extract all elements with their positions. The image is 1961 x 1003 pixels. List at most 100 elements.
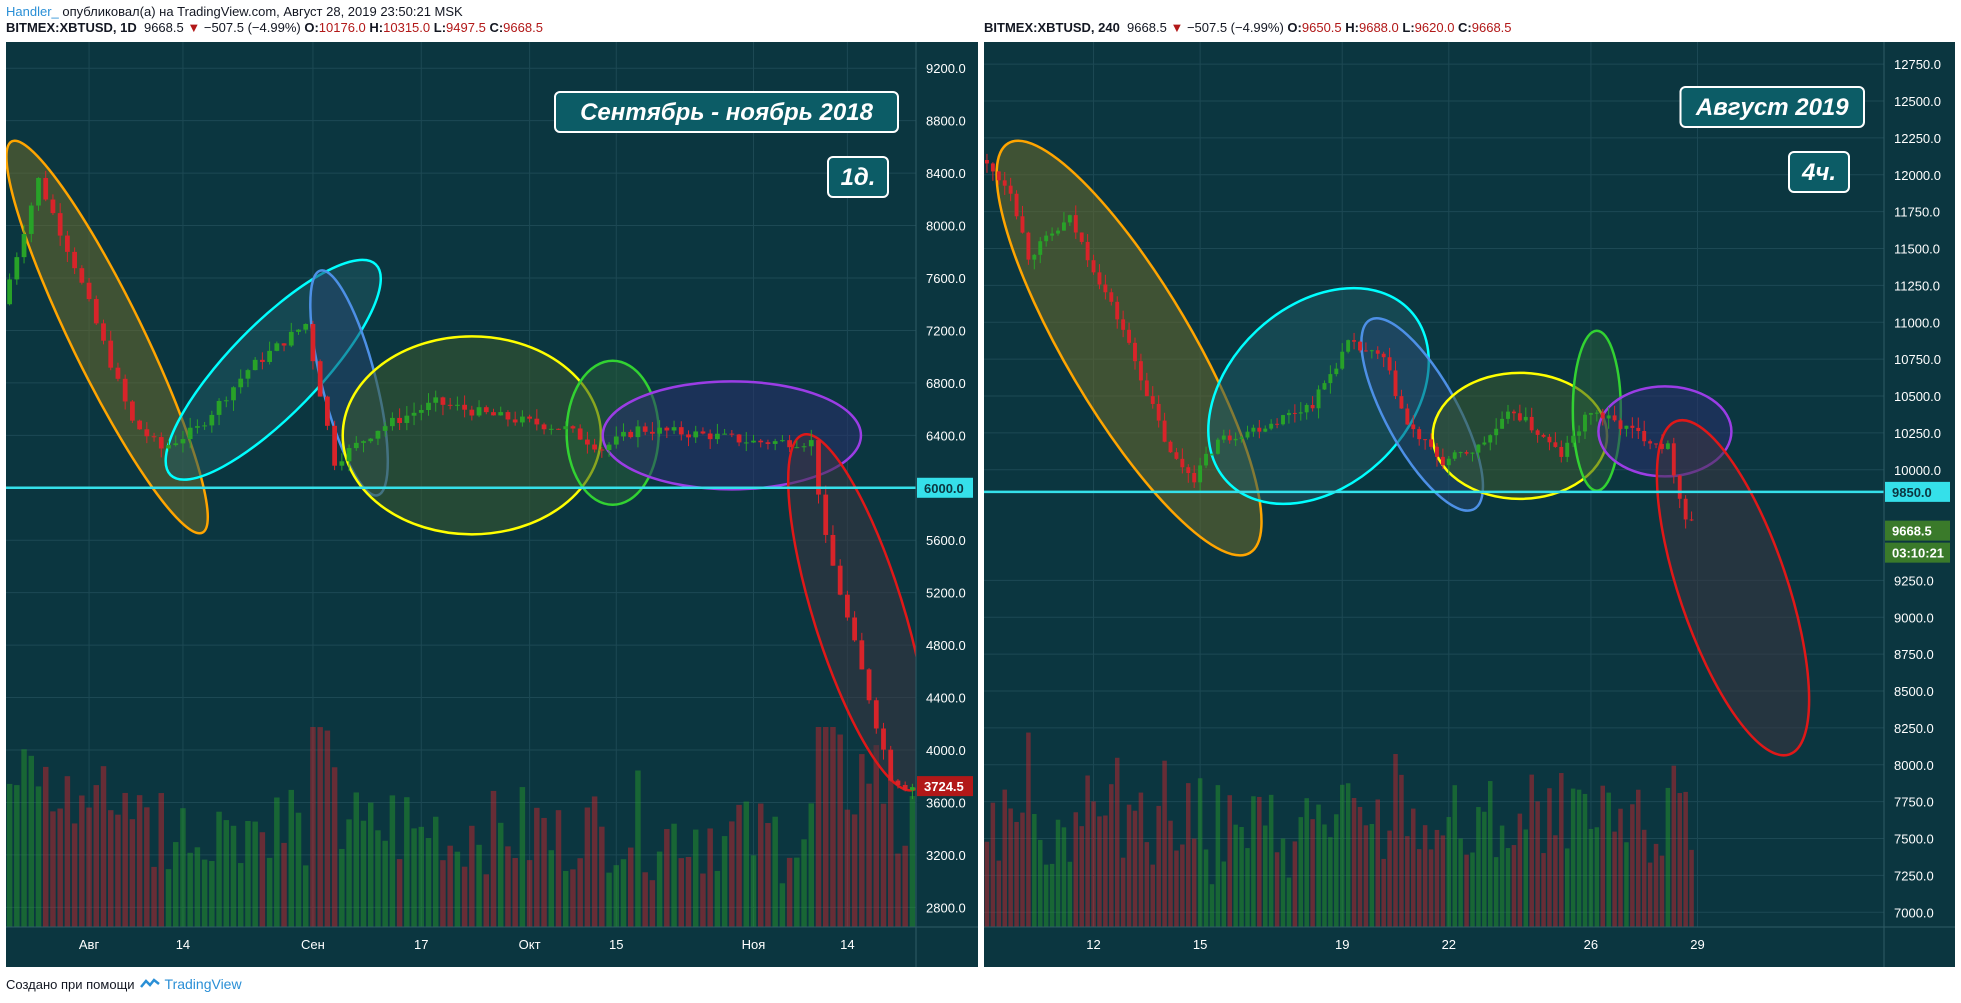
candle-body <box>93 299 99 324</box>
candle-body <box>325 396 330 426</box>
volume-bar <box>1257 796 1262 927</box>
author-link[interactable]: Handler_ <box>6 4 59 19</box>
volume-bar <box>1547 788 1552 927</box>
volume-bar <box>223 820 230 927</box>
x-tick-label: 14 <box>840 937 854 952</box>
candle-body <box>1423 439 1428 441</box>
candle-body <box>1026 232 1031 260</box>
volume-bar <box>851 814 858 927</box>
y-tick-label: 10250.0 <box>1894 426 1941 441</box>
tradingview-brand-link[interactable]: TradingView <box>164 976 242 992</box>
candle-body <box>707 433 713 440</box>
candle-body <box>1689 519 1694 521</box>
volume-bar <box>216 811 222 927</box>
volume-bar <box>1339 784 1345 927</box>
volume-bar <box>230 825 237 927</box>
symbol-label: BITMEX:XBTUSD, 1D <box>6 20 137 35</box>
volume-bar <box>1097 816 1102 927</box>
volume-bar <box>1689 849 1694 927</box>
chart-panel-right[interactable]: 12750.0 12500.0 12250.0 12000.0 11750.0 11500… <box>984 42 1955 967</box>
y-tick-label: 3200.0 <box>926 848 966 863</box>
volume-bar <box>1026 732 1031 927</box>
volume-bar <box>562 870 569 927</box>
candle-body <box>455 404 460 406</box>
volume-bar <box>671 823 677 927</box>
volume-bar <box>209 861 215 927</box>
y-tick-label: 12750.0 <box>1894 57 1941 72</box>
volume-bar <box>830 727 836 927</box>
candle-body <box>260 359 265 362</box>
volume-bar <box>288 789 295 927</box>
volume-bar <box>1570 788 1576 927</box>
low-value: 9497.5 <box>446 20 486 35</box>
candle-body <box>845 594 850 618</box>
candle-body <box>1583 414 1587 432</box>
candle-body <box>231 387 236 401</box>
annotation-ellipse <box>1655 418 1811 757</box>
volume-bar <box>1079 826 1084 927</box>
chart-canvas-left[interactable]: 9200.0 8800.0 8400.0 8000.0 7600.0 7200.0 6800… <box>5 42 978 967</box>
y-tick-label: 8250.0 <box>1894 721 1934 736</box>
candle-body <box>910 787 915 791</box>
y-tick-label: 8500.0 <box>1894 684 1934 699</box>
candle-body <box>1529 416 1534 431</box>
chart-canvas-right[interactable]: 12750.0 12500.0 12250.0 12000.0 11750.0 11500… <box>984 42 1955 967</box>
candle-body <box>144 429 150 437</box>
candle-body <box>1405 408 1410 425</box>
volume-bar <box>555 810 562 927</box>
volume-bar <box>1428 849 1434 927</box>
chart-panel-left[interactable]: 9200.0 8800.0 8400.0 8000.0 7600.0 7200.0 6800… <box>5 42 978 967</box>
volume-bar <box>1008 808 1013 927</box>
volume-bar <box>136 795 143 927</box>
candle-body <box>1352 340 1357 342</box>
x-tick-label: Сен <box>301 937 325 952</box>
x-tick-label: 19 <box>1335 937 1349 952</box>
title-badge <box>554 91 899 133</box>
volume-bar <box>765 823 771 927</box>
candle-body <box>1245 431 1250 438</box>
candle-body <box>65 235 70 252</box>
volume-bar <box>1304 798 1309 927</box>
candle-body <box>563 426 569 430</box>
volume-bar <box>1559 773 1564 927</box>
candle-body <box>122 378 128 402</box>
volume-bar <box>404 797 410 927</box>
volume-bar <box>367 802 374 927</box>
candle-body <box>1138 361 1143 381</box>
candle-body <box>1286 412 1291 416</box>
y-tick-label: 8400.0 <box>926 166 966 181</box>
volume-bar <box>1316 804 1321 927</box>
volume-bar <box>1630 804 1635 927</box>
volume-bar <box>194 847 201 927</box>
volume-bar <box>837 734 843 927</box>
countdown-tag <box>1885 542 1950 563</box>
close-value: 9668.5 <box>503 20 543 35</box>
y-tick-label: 10000.0 <box>1894 463 1941 478</box>
volume-bar <box>1411 808 1416 927</box>
volume-bar <box>1203 849 1209 927</box>
volume-bar <box>71 823 78 927</box>
volume-bar <box>1594 827 1600 927</box>
candle-body <box>462 404 467 410</box>
candle-body <box>1571 435 1576 443</box>
candle-body <box>36 177 41 206</box>
candle-body <box>642 426 648 432</box>
candle-body <box>1665 443 1670 449</box>
candle-body <box>1085 241 1090 261</box>
level-price-label: 9850.0 <box>1892 485 1932 500</box>
volume-bar <box>1150 864 1155 927</box>
candle-body <box>158 437 164 449</box>
volume-bar <box>1624 842 1629 927</box>
volume-bar <box>396 859 403 927</box>
volume-bar <box>512 857 518 927</box>
volume-bar <box>721 836 728 927</box>
candle-body <box>361 441 366 443</box>
volume-bar <box>700 873 706 927</box>
y-tick-label: 7200.0 <box>926 323 966 338</box>
candle-body <box>1067 215 1072 223</box>
annotation-ellipse <box>5 139 210 535</box>
tradingview-logo-icon <box>139 978 160 988</box>
candle-body <box>1322 383 1327 390</box>
volume-bar <box>1334 814 1339 927</box>
volume-bar <box>1499 825 1505 927</box>
